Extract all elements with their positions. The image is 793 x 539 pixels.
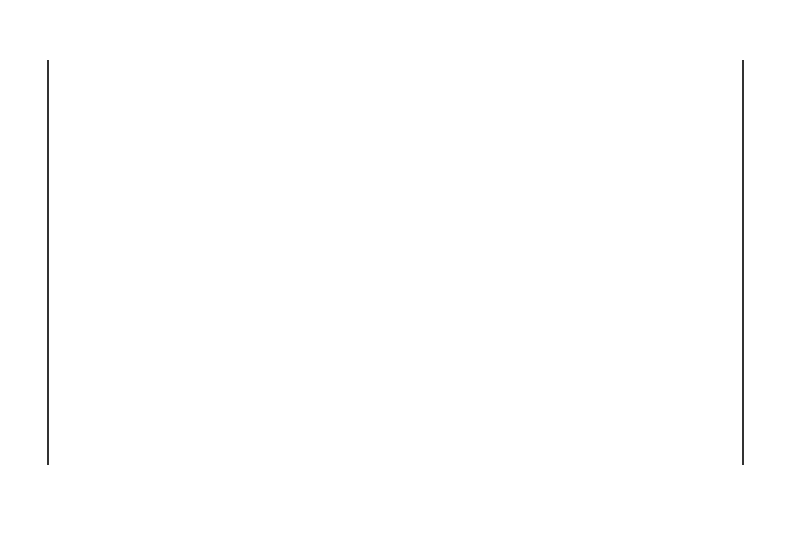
tide-plot [48, 60, 742, 465]
left-axis-line [47, 60, 49, 465]
tide-curve [48, 60, 742, 465]
day-header-row [0, 36, 793, 60]
right-axis-line [742, 60, 744, 465]
